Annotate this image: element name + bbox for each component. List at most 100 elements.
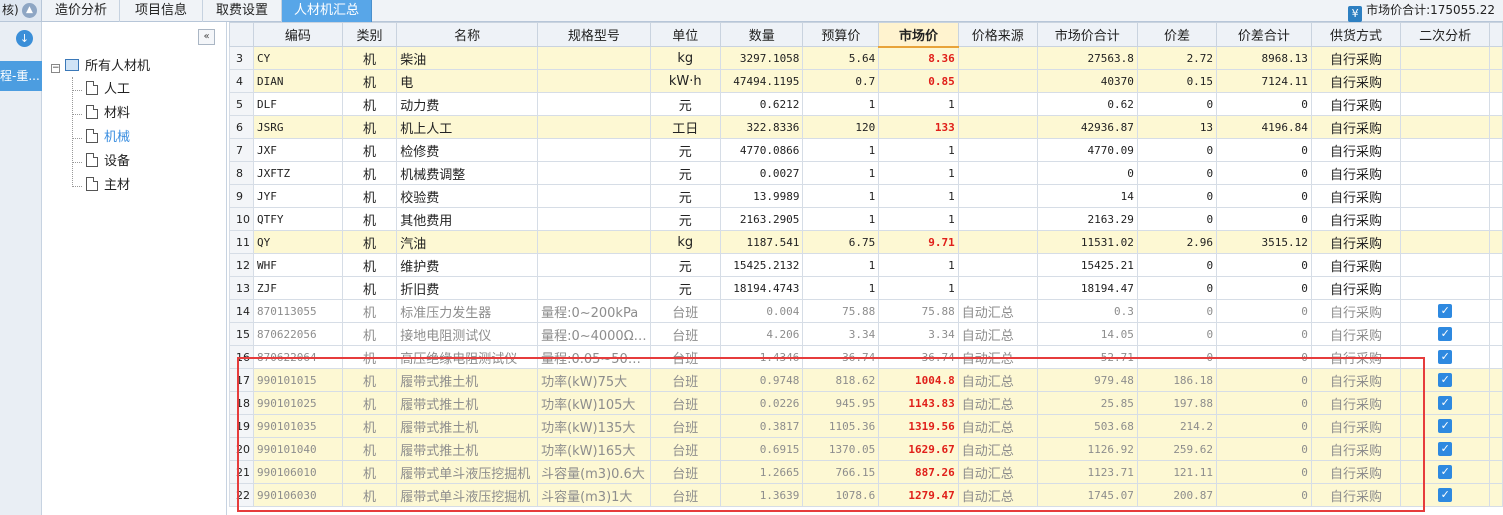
price-diff-cell[interactable]: 0 <box>1136 184 1218 208</box>
spec-cell[interactable] <box>537 276 651 300</box>
name-cell[interactable]: 机械费调整 <box>396 161 539 185</box>
market-total-cell[interactable]: 52.71 <box>1036 345 1138 369</box>
spec-cell[interactable]: 量程:0~200kPa <box>537 299 651 323</box>
budget-price-cell[interactable]: 1370.05 <box>802 437 880 461</box>
spec-cell[interactable] <box>537 253 651 277</box>
market-total-cell[interactable]: 11531.02 <box>1036 230 1138 254</box>
budget-price-cell[interactable]: 1 <box>802 184 880 208</box>
unit-cell[interactable]: 元 <box>649 92 721 116</box>
market-total-cell[interactable]: 18194.47 <box>1036 276 1138 300</box>
supply-method-cell[interactable]: 自行采购 <box>1310 414 1402 438</box>
price-diff-cell[interactable]: 0 <box>1136 299 1218 323</box>
chevron-up-icon[interactable]: ▲ <box>22 3 37 18</box>
price-diff-cell[interactable]: 0 <box>1136 276 1218 300</box>
checkbox-checked-icon[interactable]: ✓ <box>1438 488 1453 502</box>
budget-price-cell[interactable]: 36.74 <box>802 345 880 369</box>
tab-fee-settings[interactable]: 取费设置 <box>203 0 282 22</box>
price-diff-cell[interactable]: 2.96 <box>1136 230 1218 254</box>
category-cell[interactable]: 机 <box>341 92 398 116</box>
supply-method-cell[interactable]: 自行采购 <box>1310 345 1402 369</box>
category-cell[interactable]: 机 <box>341 69 398 93</box>
market-total-cell[interactable]: 25.85 <box>1036 391 1138 415</box>
col-header-diff-total[interactable]: 价差合计 <box>1216 22 1312 47</box>
market-total-cell[interactable]: 1745.07 <box>1036 483 1138 507</box>
col-header-name[interactable]: 名称 <box>396 22 539 47</box>
market-price-cell[interactable]: 1319.56 <box>878 414 959 438</box>
category-cell[interactable]: 机 <box>341 207 398 231</box>
collapse-toggle-icon[interactable]: − <box>51 63 60 73</box>
checkbox-checked-icon[interactable]: ✓ <box>1438 396 1453 410</box>
checkbox-checked-icon[interactable]: ✓ <box>1438 419 1453 433</box>
name-cell[interactable]: 履带式单斗液压挖掘机 <box>396 460 539 484</box>
secondary-analysis-cell[interactable] <box>1400 253 1491 277</box>
diff-total-cell[interactable]: 0 <box>1216 138 1312 162</box>
col-header-quantity[interactable]: 数量 <box>719 22 804 47</box>
diff-total-cell[interactable]: 0 <box>1216 299 1312 323</box>
supply-method-cell[interactable]: 自行采购 <box>1310 437 1402 461</box>
name-cell[interactable]: 折旧费 <box>396 276 539 300</box>
code-cell[interactable]: 990101040 <box>253 437 343 461</box>
market-price-cell[interactable]: 1 <box>878 161 959 185</box>
diff-total-cell[interactable]: 0 <box>1216 460 1312 484</box>
spec-cell[interactable]: 功率(kW)75大 <box>537 368 651 392</box>
price-source-cell[interactable] <box>957 161 1038 185</box>
category-cell[interactable]: 机 <box>341 483 398 507</box>
secondary-analysis-cell[interactable] <box>1400 115 1491 139</box>
code-cell[interactable]: QY <box>253 230 343 254</box>
secondary-analysis-cell[interactable]: ✓ <box>1400 414 1491 438</box>
name-cell[interactable]: 履带式推土机 <box>396 414 539 438</box>
price-source-cell[interactable]: 自动汇总 <box>957 368 1038 392</box>
price-source-cell[interactable]: 自动汇总 <box>957 460 1038 484</box>
market-price-cell[interactable]: 1143.83 <box>878 391 959 415</box>
spec-cell[interactable]: 功率(kW)105大 <box>537 391 651 415</box>
budget-price-cell[interactable]: 1 <box>802 276 880 300</box>
checkbox-checked-icon[interactable]: ✓ <box>1438 442 1453 456</box>
price-source-cell[interactable]: 自动汇总 <box>957 299 1038 323</box>
quantity-cell[interactable]: 18194.4743 <box>719 276 804 300</box>
unit-cell[interactable]: 台班 <box>649 437 721 461</box>
table-row[interactable]: 18 990101025 机履带式推土机 功率(kW)105大 台班 0.0226 945.… <box>229 391 1503 415</box>
spec-cell[interactable]: 量程:0.05~50… <box>537 345 651 369</box>
diff-total-cell[interactable]: 0 <box>1216 437 1312 461</box>
supply-method-cell[interactable]: 自行采购 <box>1310 322 1402 346</box>
quantity-cell[interactable]: 1.3639 <box>719 483 804 507</box>
secondary-analysis-cell[interactable] <box>1400 138 1491 162</box>
category-cell[interactable]: 机 <box>341 276 398 300</box>
code-cell[interactable]: 870622064 <box>253 345 343 369</box>
price-diff-cell[interactable]: 0 <box>1136 345 1218 369</box>
diff-total-cell[interactable]: 0 <box>1216 161 1312 185</box>
diff-total-cell[interactable]: 3515.12 <box>1216 230 1312 254</box>
table-row[interactable]: 12 WHF 机维护费元 15425.2132 1 1 15425.21 0 0 自行采购 <box>229 253 1503 277</box>
tree-item-material[interactable]: 材料 <box>86 104 130 124</box>
budget-price-cell[interactable]: 1105.36 <box>802 414 880 438</box>
checkbox-checked-icon[interactable]: ✓ <box>1438 327 1453 341</box>
col-header-supply-method[interactable]: 供货方式 <box>1310 22 1402 47</box>
checkbox-checked-icon[interactable]: ✓ <box>1438 465 1453 479</box>
category-cell[interactable]: 机 <box>341 230 398 254</box>
spec-cell[interactable] <box>537 92 651 116</box>
price-diff-cell[interactable]: 214.2 <box>1136 414 1218 438</box>
supply-method-cell[interactable]: 自行采购 <box>1310 92 1402 116</box>
code-cell[interactable]: JYF <box>253 184 343 208</box>
diff-total-cell[interactable]: 0 <box>1216 483 1312 507</box>
spec-cell[interactable]: 量程:0~4000Ω… <box>537 322 651 346</box>
name-cell[interactable]: 履带式单斗液压挖掘机 <box>396 483 539 507</box>
supply-method-cell[interactable]: 自行采购 <box>1310 115 1402 139</box>
category-cell[interactable]: 机 <box>341 437 398 461</box>
price-diff-cell[interactable]: 0 <box>1136 138 1218 162</box>
secondary-analysis-cell[interactable] <box>1400 276 1491 300</box>
category-cell[interactable]: 机 <box>341 368 398 392</box>
unit-cell[interactable]: kg <box>649 46 721 70</box>
budget-price-cell[interactable]: 1 <box>802 253 880 277</box>
quantity-cell[interactable]: 0.0226 <box>719 391 804 415</box>
budget-price-cell[interactable]: 1 <box>802 161 880 185</box>
budget-price-cell[interactable]: 0.7 <box>802 69 880 93</box>
col-header-category[interactable]: 类别 <box>341 22 398 47</box>
table-row[interactable]: 19 990101035 机履带式推土机 功率(kW)135大 台班 0.3817 1105… <box>229 414 1503 438</box>
secondary-analysis-cell[interactable]: ✓ <box>1400 460 1491 484</box>
unit-cell[interactable]: 台班 <box>649 368 721 392</box>
market-price-cell[interactable]: 8.36 <box>878 46 959 70</box>
collapse-panel-button[interactable]: « <box>198 29 215 45</box>
download-icon[interactable]: ↓ <box>16 30 33 47</box>
tree-item-labor[interactable]: 人工 <box>86 80 130 100</box>
